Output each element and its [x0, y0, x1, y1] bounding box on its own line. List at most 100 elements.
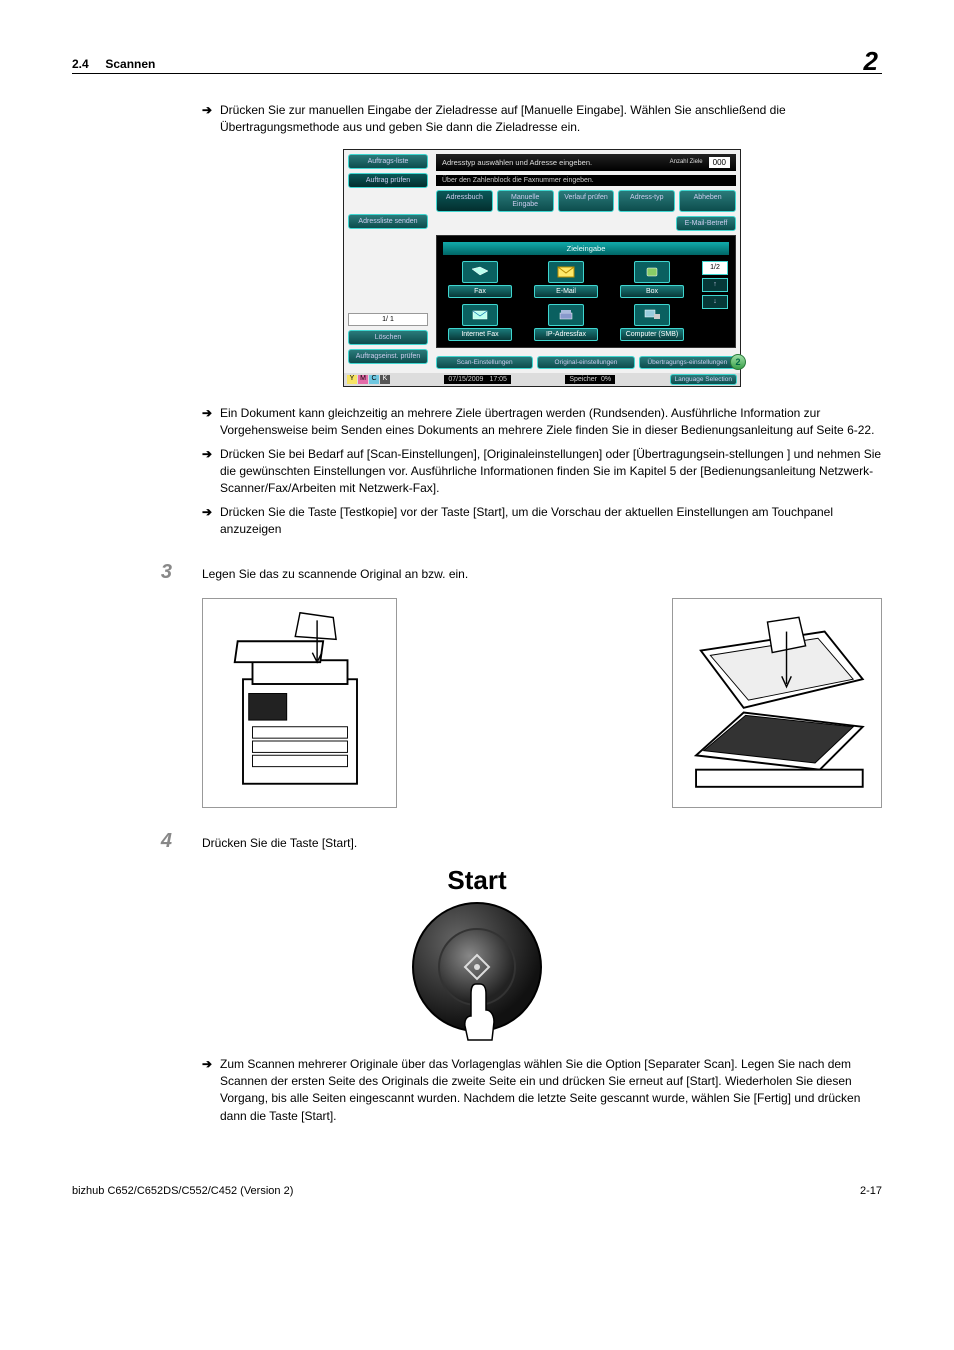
main-content: ➔ Drücken Sie zur manuellen Eingabe der … — [202, 102, 882, 539]
panel-top-strip: Adresstyp auswählen und Adresse eingeben… — [436, 154, 736, 171]
box-icon — [634, 261, 670, 283]
delete-tab[interactable]: Löschen — [348, 330, 428, 345]
page-header: 2.4 Scannen 2 — [72, 40, 882, 74]
y-toner: Y — [347, 375, 357, 384]
start-button[interactable] — [412, 902, 542, 1032]
address-type-tab[interactable]: Adress-typ — [618, 190, 675, 212]
sub-tab-row: E-Mail-Betreff — [436, 216, 736, 231]
computer-option[interactable]: Computer (SMB) — [615, 304, 689, 341]
send-addresslist-tab[interactable]: Adressliste senden — [348, 214, 428, 229]
m-toner: M — [358, 375, 368, 384]
ifax-option[interactable]: Internet Fax — [443, 304, 517, 341]
arrow-icon: ➔ — [202, 102, 220, 137]
bullet-item: ➔ Drücken Sie zur manuellen Eingabe der … — [202, 102, 882, 137]
start-diamond-icon — [462, 952, 492, 982]
destination-panel: Zieleingabe Fax — [436, 235, 736, 348]
ipfax-icon — [548, 304, 584, 326]
bullet-text: Drücken Sie zur manuellen Eingabe der Zi… — [220, 102, 882, 137]
bullet-text: Drücken Sie bei Bedarf auf [Scan-Einstel… — [220, 446, 882, 498]
status-bar: Y M C K 07/15/2009 17:05 Speicher 0% Lan… — [344, 373, 740, 386]
k-toner: K — [380, 375, 390, 384]
chapter-number: 2 — [860, 46, 882, 77]
count-value: 000 — [709, 157, 730, 168]
arrow-icon: ➔ — [202, 446, 220, 498]
finger-icon — [462, 982, 496, 1042]
status-time: 17:05 — [489, 376, 507, 383]
bullet-text: Drücken Sie die Taste [Testkopie] vor de… — [220, 504, 882, 539]
section-title: Scannen — [105, 57, 155, 71]
arrow-icon: ➔ — [202, 1056, 220, 1126]
step-number: 3 — [72, 561, 202, 584]
step-number: 4 — [72, 830, 202, 853]
printer-icon — [205, 603, 395, 803]
computer-label: Computer (SMB) — [620, 328, 684, 341]
offhook-tab[interactable]: Abheben — [679, 190, 736, 212]
arrow-icon: ➔ — [202, 405, 220, 440]
box-label: Box — [620, 285, 684, 298]
language-button[interactable]: Language Selection — [670, 374, 737, 385]
joblist-tab[interactable]: Auftrags-liste — [348, 154, 428, 169]
email-option[interactable]: E-Mail — [529, 261, 603, 298]
bullet-item: ➔ Drücken Sie bei Bedarf auf [Scan-Einst… — [202, 446, 882, 498]
pager-down[interactable]: ↓ — [702, 295, 728, 309]
sub-instruction: Über den Zahlenblock die Faxnummer einge… — [436, 175, 736, 186]
scanner-figure — [672, 598, 882, 808]
ymck-indicator: Y M C K — [347, 375, 390, 384]
step-text: Drücken Sie die Taste [Start]. — [202, 830, 882, 853]
pager: 1/2 ↑ ↓ — [701, 261, 729, 341]
section-label: 2.4 Scannen — [72, 57, 155, 71]
pager-count: 1/2 — [702, 261, 728, 275]
fax-icon — [462, 261, 498, 283]
panel-left-column: Auftrags-liste Auftrag prüfen Adresslist… — [344, 150, 432, 373]
footer-right: 2-17 — [860, 1185, 882, 1197]
check-history-tab[interactable]: Verlauf prüfen — [558, 190, 615, 212]
ifax-icon — [462, 304, 498, 326]
pager-up[interactable]: ↑ — [702, 278, 728, 292]
c-toner: C — [369, 375, 379, 384]
email-icon — [548, 261, 584, 283]
ipfax-label: IP-Adressfax — [534, 328, 598, 341]
email-subject-tab[interactable]: E-Mail-Betreff — [676, 216, 736, 231]
device-figures — [202, 598, 882, 808]
start-label: Start — [447, 865, 506, 896]
transfer-settings-tab[interactable]: Übertragungs-einstellungen — [639, 356, 736, 369]
manual-entry-tab[interactable]: Manuelle Eingabe — [497, 190, 554, 212]
touchpanel-figure: Auftrags-liste Auftrag prüfen Adresslist… — [202, 149, 882, 387]
main-tabbar: Adressbuch Manuelle Eingabe Verlauf prüf… — [436, 190, 736, 212]
panel-right-area: Adresstyp auswählen und Adresse eingeben… — [432, 150, 740, 373]
ifax-label: Internet Fax — [448, 328, 512, 341]
step-text: Legen Sie das zu scannende Original an b… — [202, 561, 882, 584]
bullet-item: ➔ Zum Scannen mehrerer Originale über da… — [202, 1056, 882, 1126]
section-number: 2.4 — [72, 57, 89, 71]
bullet-text: Ein Dokument kann gleichzeitig an mehrer… — [220, 405, 882, 440]
box-option[interactable]: Box — [615, 261, 689, 298]
step-4: 4 Drücken Sie die Taste [Start]. — [72, 830, 882, 853]
printer-figure — [202, 598, 397, 808]
check-jobsettings-tab[interactable]: Auftragseinst. prüfen — [348, 349, 428, 364]
fax-label: Fax — [448, 285, 512, 298]
page-indicator: 1/ 1 — [348, 313, 428, 326]
fax-option[interactable]: Fax — [443, 261, 517, 298]
footer-left: bizhub C652/C652DS/C552/C452 (Version 2) — [72, 1185, 293, 1197]
memory-value: 0% — [601, 376, 611, 383]
scan-settings-tab[interactable]: Scan-Einstellungen — [436, 356, 533, 369]
original-settings-tab[interactable]: Original-einstellungen — [537, 356, 634, 369]
page-footer: bizhub C652/C652DS/C552/C452 (Version 2)… — [72, 1185, 882, 1197]
computer-icon — [634, 304, 670, 326]
count-label: Anzahl Ziele — [670, 159, 703, 165]
addressbook-tab[interactable]: Adressbuch — [436, 190, 493, 212]
top-instruction: Adresstyp auswählen und Adresse eingeben… — [442, 158, 592, 167]
memory-label: Speicher — [569, 376, 597, 383]
bullet-item: ➔ Drücken Sie die Taste [Testkopie] vor … — [202, 504, 882, 539]
destination-title: Zieleingabe — [443, 242, 729, 255]
bullet-item: ➔ Ein Dokument kann gleichzeitig an mehr… — [202, 405, 882, 440]
ipfax-option[interactable]: IP-Adressfax — [529, 304, 603, 341]
bottom-tabbar: Scan-Einstellungen Original-einstellunge… — [436, 356, 736, 369]
checkjob-tab[interactable]: Auftrag prüfen — [348, 173, 428, 188]
start-button-figure: Start — [72, 865, 882, 1032]
scanner-icon — [677, 603, 877, 803]
arrow-icon: ➔ — [202, 504, 220, 539]
callout-two-icon: 2 — [730, 354, 746, 370]
email-label: E-Mail — [534, 285, 598, 298]
step-3: 3 Legen Sie das zu scannende Original an… — [72, 561, 882, 584]
